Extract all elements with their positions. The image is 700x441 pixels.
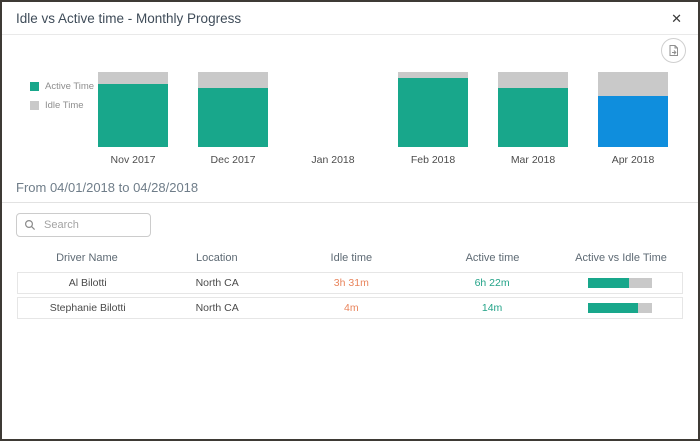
active-segment xyxy=(198,87,268,147)
stacked-bar-feb-2018[interactable] xyxy=(398,72,468,147)
active-vs-idle-cell xyxy=(558,303,682,313)
ratio-bar-fill xyxy=(588,303,639,313)
column-header: Active time xyxy=(465,252,520,264)
date-range-label: From 04/01/2018 to 04/28/2018 xyxy=(2,171,698,203)
drivers-table: Driver Name Location Idle time Active time A… xyxy=(17,249,683,319)
search-box[interactable] xyxy=(16,213,151,237)
location-cell: North CA xyxy=(195,277,239,289)
idle-segment xyxy=(598,72,668,96)
monthly-progress-chart: Active Time Idle Time Nov 2017 Dec 2017 Jan… xyxy=(2,35,698,171)
stacked-bar-dec-2017[interactable] xyxy=(198,72,268,147)
idle-time-cell: 4m xyxy=(344,302,359,314)
stacked-bar-nov-2017[interactable] xyxy=(98,72,168,147)
export-image-icon xyxy=(667,44,680,57)
dialog-header: Idle vs Active time - Monthly Progress ✕ xyxy=(2,2,698,35)
idle-segment xyxy=(198,72,268,88)
driver-name-cell: Stephanie Bilotti xyxy=(49,302,126,314)
export-button[interactable] xyxy=(661,38,686,63)
column-header: Idle time xyxy=(330,252,373,264)
ratio-bar-track xyxy=(588,278,653,288)
stacked-bar-apr-2018[interactable] xyxy=(598,72,668,147)
bar-slot-mar-2018: Mar 2018 xyxy=(498,72,568,166)
active-segment xyxy=(98,84,168,147)
active-segment xyxy=(498,87,568,147)
search-input[interactable] xyxy=(42,218,143,232)
active-vs-idle-cell xyxy=(558,278,682,288)
stacked-bar-jan-2018[interactable] xyxy=(298,72,368,147)
legend-item: Active Time xyxy=(30,81,94,92)
location-cell: North CA xyxy=(195,302,239,314)
legend-item: Idle Time xyxy=(30,100,94,111)
search-icon xyxy=(24,219,36,231)
active-segment xyxy=(598,96,668,147)
chart-bars: Nov 2017 Dec 2017 Jan 2018 Feb 2018 Mar 2018… xyxy=(98,72,668,166)
column-header: Driver Name xyxy=(56,252,118,264)
legend-label: Active Time xyxy=(45,81,95,92)
legend-swatch xyxy=(30,101,39,110)
month-label: Feb 2018 xyxy=(410,154,456,166)
ratio-bar-fill xyxy=(588,278,630,288)
dialog-title: Idle vs Active time - Monthly Progress xyxy=(16,10,242,26)
bar-slot-jan-2018: Jan 2018 xyxy=(298,72,368,166)
idle-segment xyxy=(98,72,168,84)
idle-segment xyxy=(398,72,468,78)
active-time-cell: 6h 22m xyxy=(474,277,510,289)
idle-segment xyxy=(498,72,568,88)
month-label: Dec 2017 xyxy=(210,154,256,166)
idle-time-cell: 3h 31m xyxy=(333,277,369,289)
month-label: Apr 2018 xyxy=(611,154,655,166)
column-header: Location xyxy=(196,252,238,264)
bar-slot-dec-2017: Dec 2017 xyxy=(198,72,268,166)
column-header: Active vs Idle Time xyxy=(575,252,667,264)
bar-slot-feb-2018: Feb 2018 xyxy=(398,72,468,166)
table-body: Al Bilotti North CA 3h 31m 6h 22m Stephanie … xyxy=(17,272,683,319)
month-label: Mar 2018 xyxy=(510,154,556,166)
legend-swatch xyxy=(30,82,39,91)
active-time-cell: 14m xyxy=(481,302,503,314)
bar-slot-apr-2018: Apr 2018 xyxy=(598,72,668,166)
month-label: Nov 2017 xyxy=(110,154,156,166)
stacked-bar-mar-2018[interactable] xyxy=(498,72,568,147)
bar-slot-nov-2017: Nov 2017 xyxy=(98,72,168,166)
driver-name-cell: Al Bilotti xyxy=(68,277,107,289)
chart-legend: Active Time Idle Time xyxy=(30,81,94,119)
table-row[interactable]: Stephanie Bilotti North CA 4m 14m xyxy=(17,297,683,319)
month-label: Jan 2018 xyxy=(311,154,355,166)
ratio-bar-track xyxy=(588,303,653,313)
active-segment xyxy=(398,78,468,147)
table-header: Driver Name Location Idle time Active time A… xyxy=(17,249,683,267)
legend-label: Idle Time xyxy=(45,100,84,111)
table-row[interactable]: Al Bilotti North CA 3h 31m 6h 22m xyxy=(17,272,683,294)
close-icon[interactable]: ✕ xyxy=(671,10,682,26)
